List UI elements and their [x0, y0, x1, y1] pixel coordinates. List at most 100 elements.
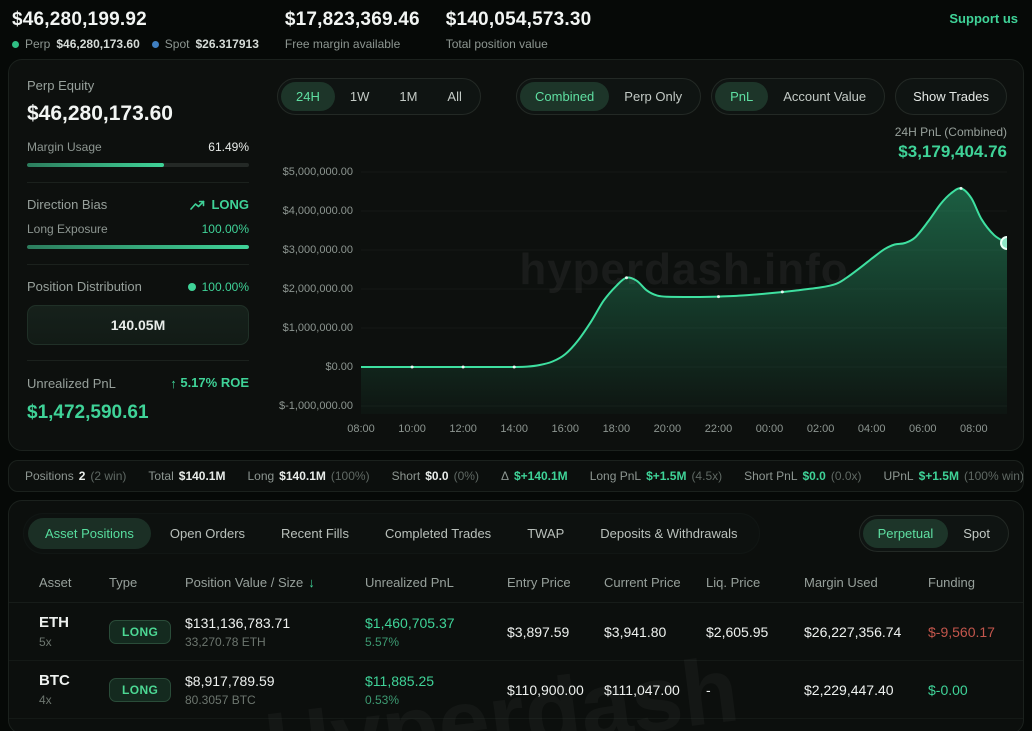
chart-x-axis: 08:0010:0012:0014:0016:0018:0020:0022:00… [361, 414, 1007, 440]
pnl-readout: 24H PnL (Combined) $3,179,404.76 [277, 125, 1007, 162]
y-axis-tick: $1,000,000.00 [283, 322, 353, 334]
y-axis-tick: $4,000,000.00 [283, 205, 353, 217]
tab-deposits-withdrawals[interactable]: Deposits & Withdrawals [583, 518, 754, 549]
tab-asset-positions[interactable]: Asset Positions [28, 518, 151, 549]
summary-short-pnl: Short PnL $0.0 (0.0x) [744, 469, 861, 483]
tab-recent-fills[interactable]: Recent Fills [264, 518, 366, 549]
current-price: $3,941.80 [604, 624, 706, 640]
summary-upnl: UPnL $+1.5M (100% win) [884, 469, 1024, 483]
col-funding[interactable]: Funding [928, 575, 1023, 590]
perp-label: Perp [25, 37, 50, 51]
range-24h-button[interactable]: 24H [281, 82, 335, 111]
long-badge: LONG [109, 620, 171, 644]
tab-open-orders[interactable]: Open Orders [153, 518, 262, 549]
range-1w-button[interactable]: 1W [335, 82, 385, 111]
table-row-eth[interactable]: ETH 5x LONG $131,136,783.71 33,270.78 ET… [9, 603, 1023, 661]
y-axis-tick: $3,000,000.00 [283, 244, 353, 256]
x-axis-tick: 12:00 [449, 423, 477, 435]
spot-value: $26.317913 [195, 37, 258, 51]
spot-dot-icon [152, 41, 159, 48]
direction-bias-value: LONG [211, 197, 249, 212]
liq-price: $2,605.95 [706, 624, 804, 640]
scope-combined-button[interactable]: Combined [520, 82, 609, 111]
y-axis-tick: $-1,000,000.00 [279, 400, 353, 412]
margin-usage-value: 61.49% [208, 140, 249, 154]
y-axis-tick: $2,000,000.00 [283, 283, 353, 295]
spot-label: Spot [165, 37, 190, 51]
col-margin-used[interactable]: Margin Used [804, 575, 928, 590]
unrealized-pnl-pct: 5.57% [365, 635, 507, 649]
summary-total: Total $140.1M [148, 469, 225, 483]
x-axis-tick: 10:00 [398, 423, 426, 435]
entry-price: $110,900.00 [507, 682, 604, 698]
col-liq-price[interactable]: Liq. Price [706, 575, 804, 590]
total-equity-stat: $46,280,199.92 Perp $46,280,173.60 Spot … [12, 9, 259, 51]
scope-toggle-group: Combined Perp Only [516, 78, 701, 115]
col-unrealized-pnl[interactable]: Unrealized PnL [365, 575, 507, 590]
liq-price: - [706, 682, 804, 698]
equity-panel: Perp Equity $46,280,173.60 Margin Usage … [27, 78, 249, 440]
summary-delta: Δ $+140.1M [501, 469, 568, 483]
margin-usage-label: Margin Usage [27, 140, 102, 154]
asset-leverage: 4x [39, 693, 109, 707]
scope-perp-only-button[interactable]: Perp Only [609, 82, 697, 111]
chart-section: 24H 1W 1M All Combined Perp Only PnL Acc… [277, 78, 1007, 440]
col-position-value[interactable]: Position Value / Size ↓ [185, 575, 365, 590]
x-axis-tick: 18:00 [603, 423, 631, 435]
table-row-btc[interactable]: BTC 4x LONG $8,917,789.59 80.3057 BTC $1… [9, 661, 1023, 719]
positions-tabs-row: Asset Positions Open Orders Recent Fills… [23, 513, 1009, 554]
pnl-readout-label: 24H PnL (Combined) [277, 125, 1007, 139]
asset-leverage: 5x [39, 635, 109, 649]
mode-toggle-group: PnL Account Value [711, 78, 885, 115]
perp-equity-label: Perp Equity [27, 78, 249, 93]
chart-end-dot [1001, 237, 1007, 249]
current-price: $111,047.00 [604, 682, 706, 698]
free-margin-value: $17,823,369.46 [285, 9, 420, 31]
x-axis-tick: 22:00 [705, 423, 733, 435]
market-perpetual-button[interactable]: Perpetual [863, 519, 949, 548]
account-header: $46,280,199.92 Perp $46,280,173.60 Spot … [0, 0, 1032, 57]
x-axis-tick: 16:00 [552, 423, 580, 435]
margin-used: $26,227,356.74 [804, 624, 928, 640]
unrealized-pnl: $1,460,705.37 [365, 615, 507, 631]
funding: $-0.00 [928, 682, 1023, 698]
tab-completed-trades[interactable]: Completed Trades [368, 518, 508, 549]
position-value: $8,917,789.59 [185, 673, 365, 689]
col-asset[interactable]: Asset [39, 575, 109, 590]
x-axis-tick: 08:00 [347, 423, 375, 435]
time-range-group: 24H 1W 1M All [277, 78, 481, 115]
unrealized-pnl-pct: 0.53% [365, 693, 507, 707]
margin-usage-bar [27, 163, 249, 167]
range-1m-button[interactable]: 1M [384, 82, 432, 111]
summary-long-pnl: Long PnL $+1.5M (4.5x) [590, 469, 722, 483]
free-margin-label: Free margin available [285, 37, 400, 51]
support-us-link[interactable]: Support us [949, 9, 1018, 26]
col-current-price[interactable]: Current Price [604, 575, 706, 590]
arrow-up-icon: ↑ [170, 376, 177, 391]
long-exposure-bar [27, 245, 249, 249]
summary-positions: Positions 2 (2 win) [25, 469, 126, 483]
x-axis-tick: 20:00 [654, 423, 682, 435]
position-distribution-box[interactable]: 140.05M [27, 305, 249, 345]
chart-plot[interactable]: hyperdash.info [361, 166, 1007, 414]
positions-summary-bar: Positions 2 (2 win) Total $140.1M Long $… [8, 460, 1024, 492]
roe-value: 5.17% ROE [180, 375, 249, 390]
range-all-button[interactable]: All [432, 82, 476, 111]
x-axis-tick: 04:00 [858, 423, 886, 435]
total-position-stat: $140,054,573.30 Total position value [446, 9, 592, 51]
perp-equity-value: $46,280,173.60 [27, 102, 249, 126]
asset-symbol: ETH [39, 614, 109, 631]
equity-chart-card: Perp Equity $46,280,173.60 Margin Usage … [8, 59, 1024, 451]
col-entry-price[interactable]: Entry Price [507, 575, 604, 590]
col-type[interactable]: Type [109, 575, 185, 590]
x-axis-tick: 02:00 [807, 423, 835, 435]
mode-pnl-button[interactable]: PnL [715, 82, 768, 111]
y-axis-tick: $0.00 [325, 361, 353, 373]
show-trades-button[interactable]: Show Trades [895, 78, 1007, 115]
mode-account-value-button[interactable]: Account Value [768, 82, 881, 111]
total-position-label: Total position value [446, 37, 548, 51]
margin-used: $2,229,447.40 [804, 682, 928, 698]
margin-usage-bar-fill [27, 163, 164, 167]
market-spot-button[interactable]: Spot [948, 519, 1005, 548]
tab-twap[interactable]: TWAP [510, 518, 581, 549]
